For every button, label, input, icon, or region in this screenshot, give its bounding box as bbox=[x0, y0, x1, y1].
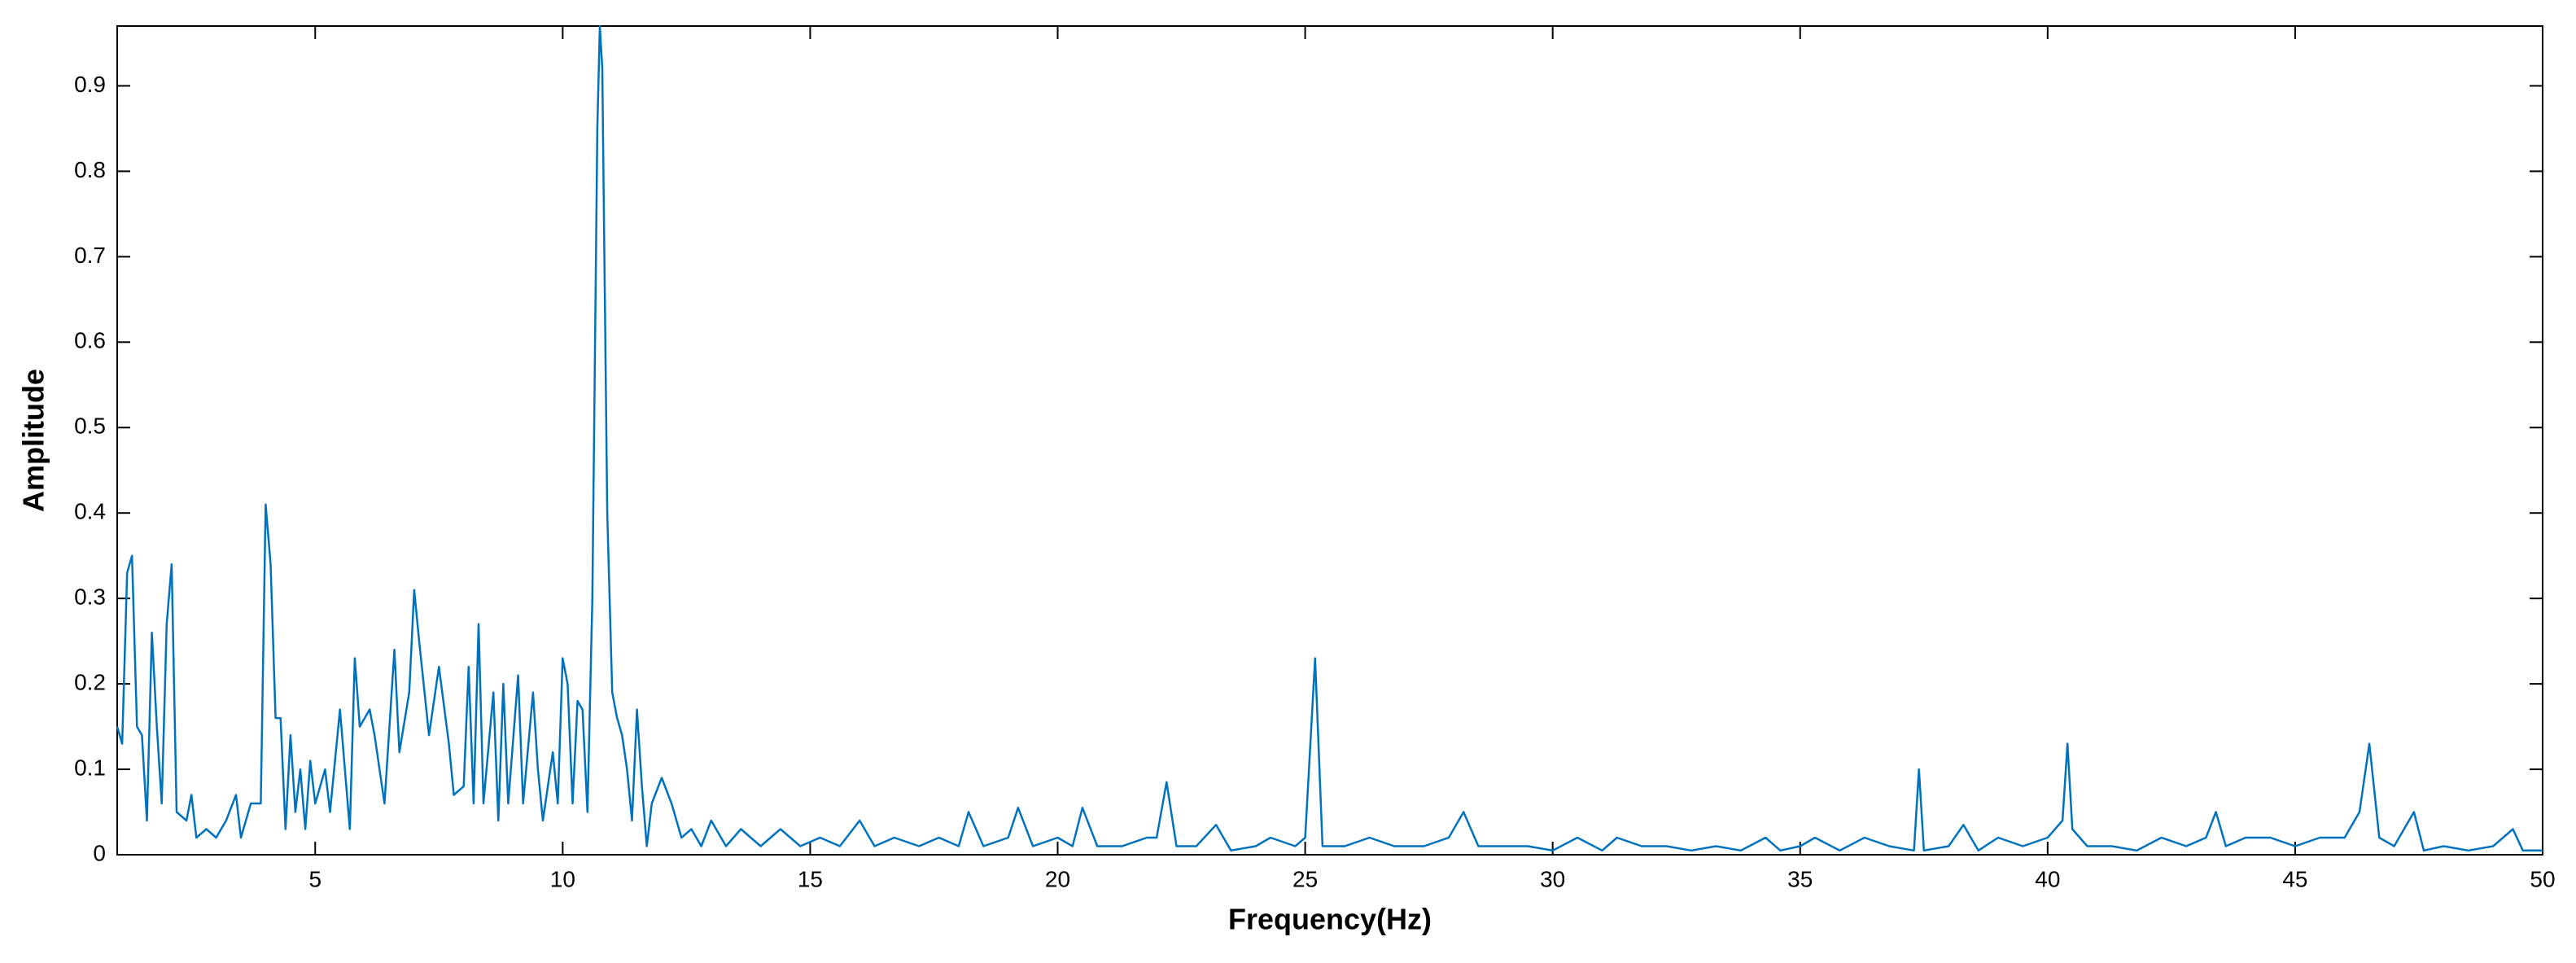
y-tick-label: 0.4 bbox=[74, 499, 106, 524]
x-axis-label: Frequency(Hz) bbox=[1228, 903, 1432, 936]
y-tick-label: 0.6 bbox=[74, 328, 106, 353]
x-tick-label: 40 bbox=[2035, 866, 2060, 891]
y-tick-label: 0 bbox=[93, 840, 106, 865]
x-tick-label: 50 bbox=[2530, 866, 2555, 891]
x-tick-label: 25 bbox=[1292, 866, 1318, 891]
x-tick-label: 20 bbox=[1045, 866, 1070, 891]
y-tick-label: 0.8 bbox=[74, 157, 106, 182]
y-tick-label: 0.2 bbox=[74, 669, 106, 694]
x-tick-label: 10 bbox=[550, 866, 575, 891]
y-axis-label: Amplitude bbox=[17, 369, 50, 512]
x-tick-label: 35 bbox=[1787, 866, 1813, 891]
y-tick-label: 0.9 bbox=[74, 72, 106, 97]
y-tick-label: 0.3 bbox=[74, 584, 106, 610]
plot-frame bbox=[116, 25, 2543, 856]
y-tick-label: 0.1 bbox=[74, 755, 106, 780]
x-tick-label: 5 bbox=[308, 866, 321, 891]
x-tick-label: 15 bbox=[798, 866, 823, 891]
x-tick-label: 30 bbox=[1540, 866, 1565, 891]
y-tick-label: 0.5 bbox=[74, 414, 106, 439]
x-tick-label: 45 bbox=[2282, 866, 2307, 891]
data-line bbox=[116, 24, 2543, 852]
y-tick-label: 0.7 bbox=[74, 243, 106, 268]
